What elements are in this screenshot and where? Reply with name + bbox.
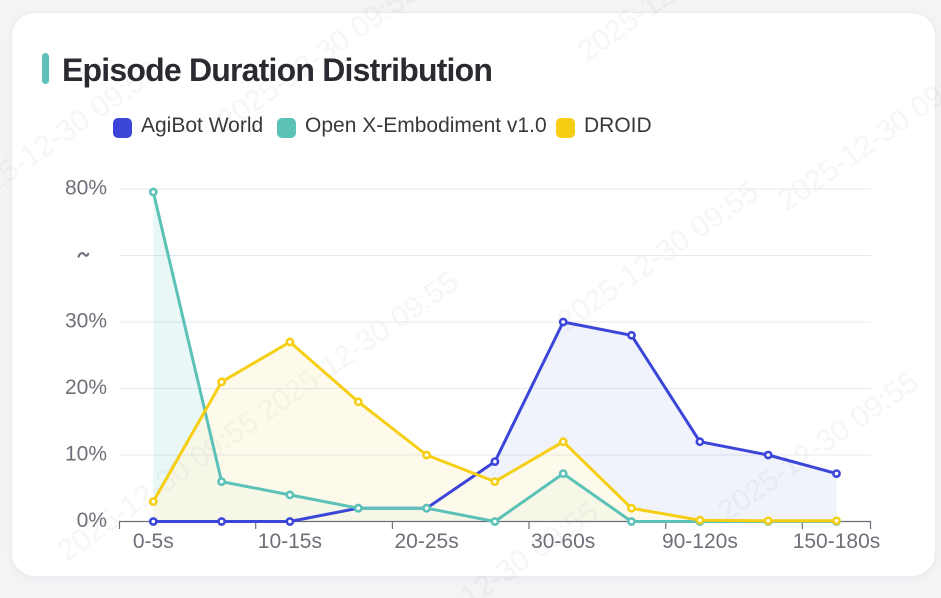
svg-text:80%: 80% [65,176,107,199]
svg-text:0%: 0% [77,509,107,532]
svg-text:0-5s: 0-5s [133,530,174,553]
svg-text:90-120s: 90-120s [662,530,738,553]
svg-text:150-180s: 150-180s [793,530,881,553]
svg-text:20%: 20% [65,376,107,399]
svg-text:10%: 10% [65,442,107,465]
svg-text:30%: 30% [65,309,107,332]
svg-text:30-60s: 30-60s [531,530,595,553]
svg-text:20-25s: 20-25s [394,530,458,553]
svg-text:10-15s: 10-15s [258,530,322,553]
